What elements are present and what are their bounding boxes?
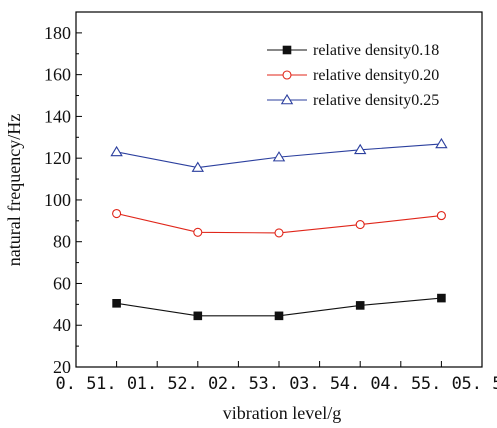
x-tick-label: 2. 5 bbox=[218, 374, 259, 394]
y-axis-label: natural frequency/Hz bbox=[4, 114, 24, 266]
data-point bbox=[435, 137, 448, 149]
legend-label: relative density0.18 bbox=[313, 42, 439, 59]
x-tick-label: 4. 5 bbox=[380, 374, 421, 394]
data-point bbox=[193, 311, 203, 321]
legend-label: relative density0.20 bbox=[313, 67, 439, 84]
x-tick-label: 3. 0 bbox=[259, 374, 300, 394]
x-tick-label: 5. 5 bbox=[462, 374, 497, 394]
y-tick-label: 20 bbox=[53, 357, 71, 377]
series-2 bbox=[112, 208, 446, 238]
data-point bbox=[191, 161, 205, 172]
legend-marker bbox=[282, 70, 292, 80]
series-3 bbox=[110, 137, 448, 172]
x-tick-label: 1. 0 bbox=[96, 374, 137, 394]
x-tick-label: 4. 0 bbox=[340, 374, 381, 394]
x-tick-label: 5. 0 bbox=[421, 374, 462, 394]
x-axis-ticks: 0. 5 1. 0 1. 5 2. 0 2. 5 3. 0 3. 5 4. 0 4. 5 5. 0… bbox=[56, 361, 497, 394]
x-tick-label: 2. 0 bbox=[177, 374, 218, 394]
data-point bbox=[193, 227, 203, 237]
legend-label: relative density0.25 bbox=[313, 92, 439, 109]
legend-marker bbox=[282, 45, 292, 55]
data-point bbox=[355, 301, 365, 310]
legend-entry: relative density0.25 bbox=[267, 92, 439, 109]
y-tick-label: 60 bbox=[53, 273, 71, 293]
data-point bbox=[110, 145, 123, 157]
data-point bbox=[437, 293, 446, 303]
data-point bbox=[355, 220, 365, 230]
y-tick-label: 140 bbox=[44, 106, 71, 126]
y-tick-label: 160 bbox=[44, 65, 71, 85]
y-tick-label: 80 bbox=[53, 232, 71, 252]
series-1 bbox=[112, 293, 446, 321]
y-axis-ticks: 20 40 60 80 100 120 140 160 180 bbox=[44, 23, 82, 377]
legend: relative density0.18 relative density0.20… bbox=[267, 42, 439, 109]
data-point bbox=[436, 211, 446, 221]
data-point bbox=[272, 151, 286, 162]
series-lines bbox=[110, 137, 448, 321]
data-point bbox=[353, 143, 367, 155]
x-tick-label: 1. 5 bbox=[137, 374, 178, 394]
data-point bbox=[112, 208, 122, 219]
y-tick-label: 40 bbox=[53, 315, 71, 335]
x-axis-label: vibration level/g bbox=[223, 403, 341, 423]
x-tick-label: 3. 5 bbox=[299, 374, 340, 394]
data-point bbox=[274, 311, 284, 321]
y-tick-label: 100 bbox=[44, 190, 71, 210]
legend-marker bbox=[280, 93, 294, 105]
legend-entry: relative density0.20 bbox=[267, 67, 439, 84]
y-tick-label: 120 bbox=[44, 148, 71, 168]
x-tick-label: 0. 5 bbox=[56, 374, 97, 394]
data-point bbox=[274, 228, 284, 238]
data-point bbox=[112, 299, 121, 308]
y-tick-label: 180 bbox=[44, 23, 71, 43]
legend-entry: relative density0.18 bbox=[267, 42, 439, 59]
